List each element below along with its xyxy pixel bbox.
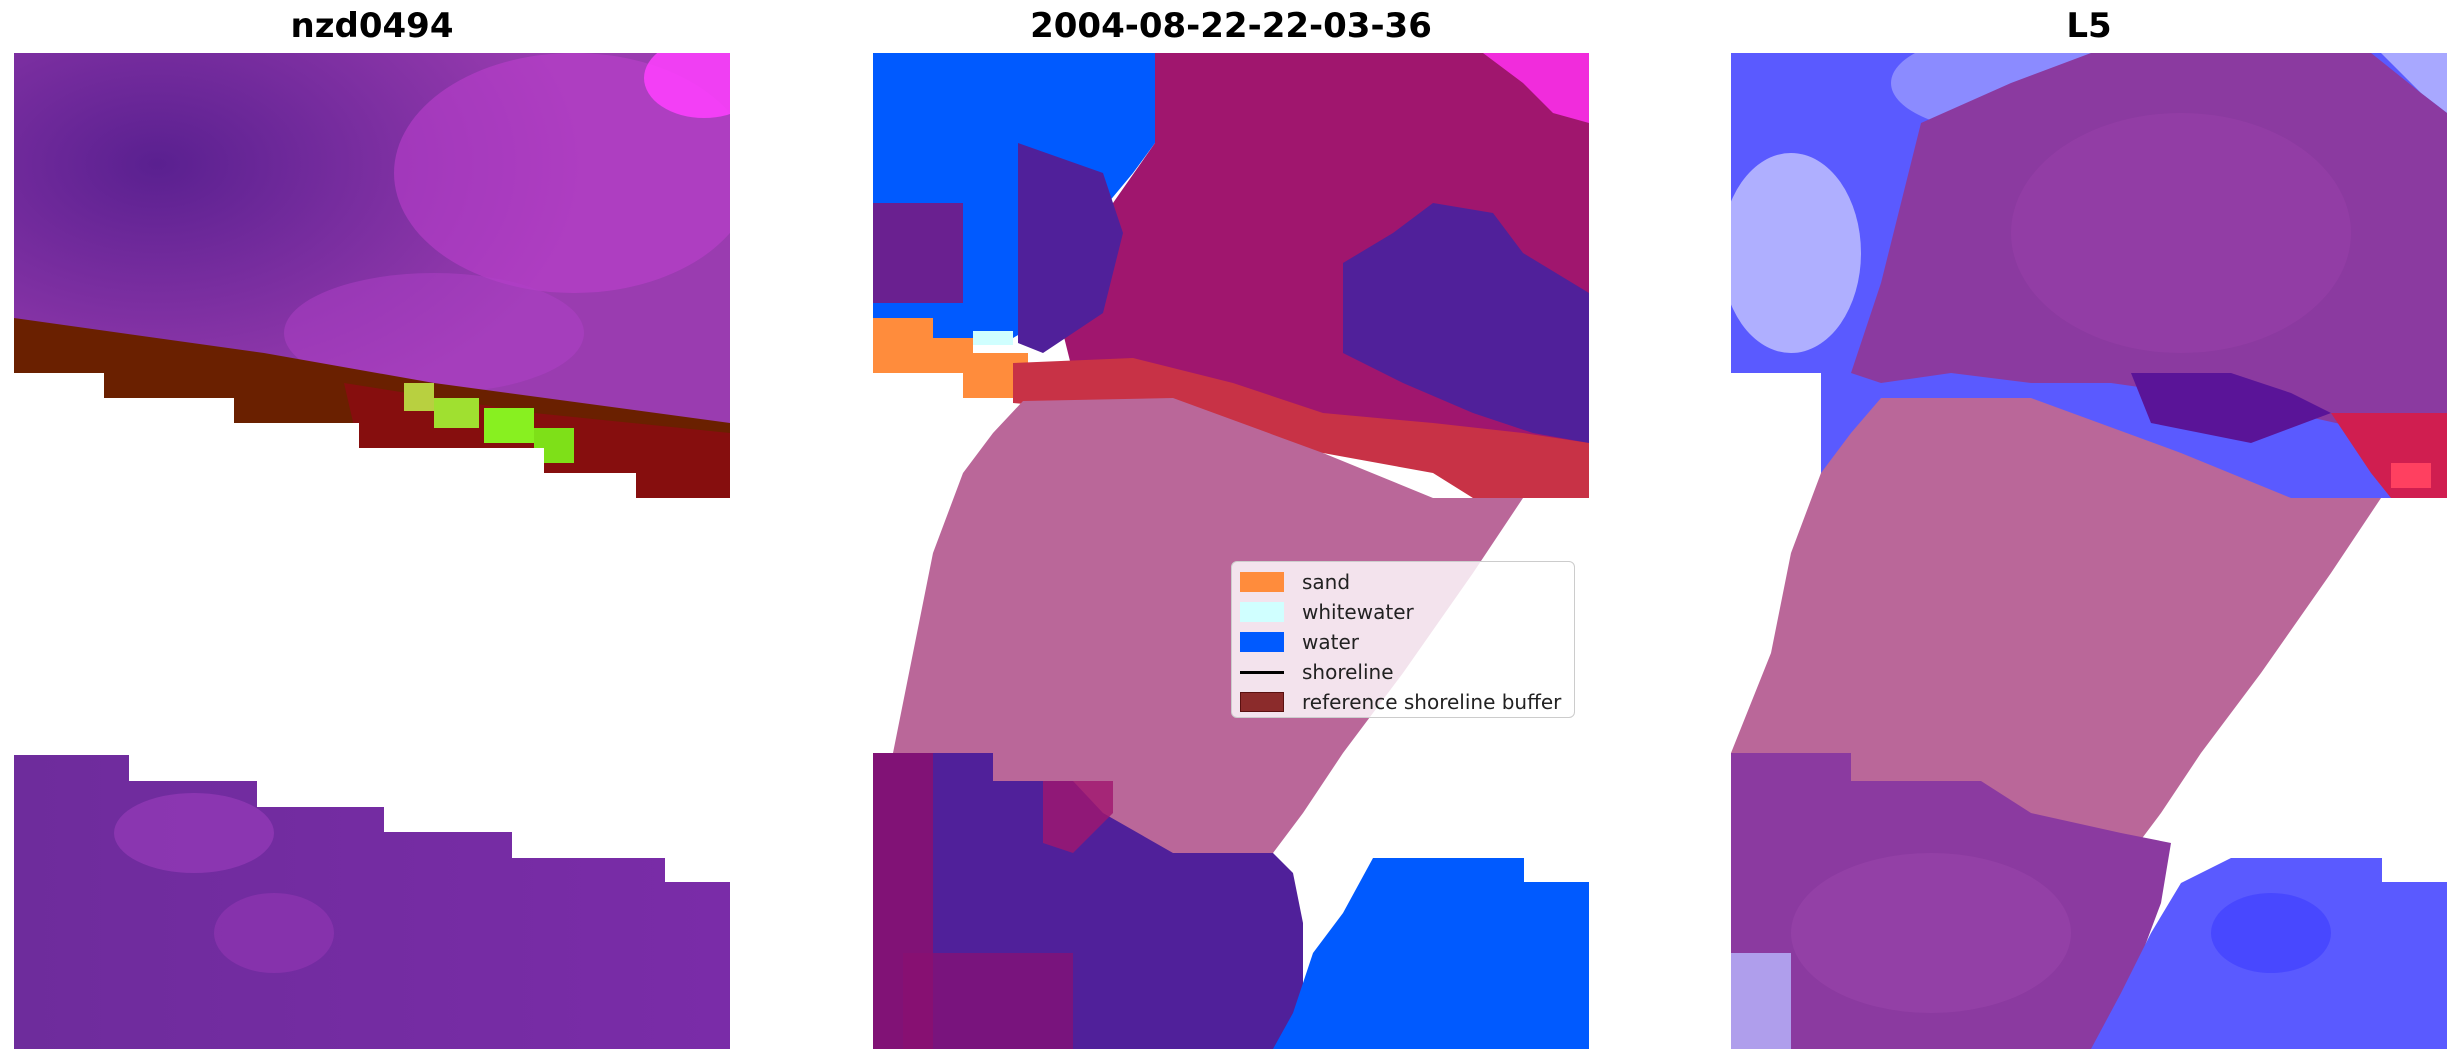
legend-item-reference-buffer: reference shoreline buffer [1240,690,1561,714]
legend-label: water [1302,630,1359,654]
legend-label: reference shoreline buffer [1302,690,1562,714]
panel-title-rgb: nzd0494 [290,6,454,46]
classification-image [873,53,1589,1049]
index-image [1721,33,2447,1049]
rgb-image-panel [14,38,764,1049]
legend-label: whitewater [1302,600,1414,624]
legend-item-water: water [1240,630,1359,654]
legend-item-whitewater: whitewater [1240,600,1414,624]
legend-swatch-whitewater [1240,602,1284,622]
rgb-image [14,38,764,1049]
panel-title-mndwi: L5 [2066,6,2112,46]
legend-label: sand [1302,570,1351,594]
classification-image-panel [873,53,1589,1049]
legend-line-shoreline [1240,670,1284,674]
legend-item-sand: sand [1240,570,1350,594]
legend-swatch-reference-buffer [1240,692,1284,712]
legend-swatch-sand [1240,572,1284,592]
panel-title-classification: 2004-08-22-22-03-36 [1030,6,1432,46]
legend-item-shoreline: shoreline [1240,660,1394,684]
legend-label: shoreline [1302,660,1394,684]
index-image-panel [1721,33,2447,1049]
classification-legend: sand whitewater water shoreline referenc… [1231,561,1575,718]
legend-swatch-water [1240,632,1284,652]
